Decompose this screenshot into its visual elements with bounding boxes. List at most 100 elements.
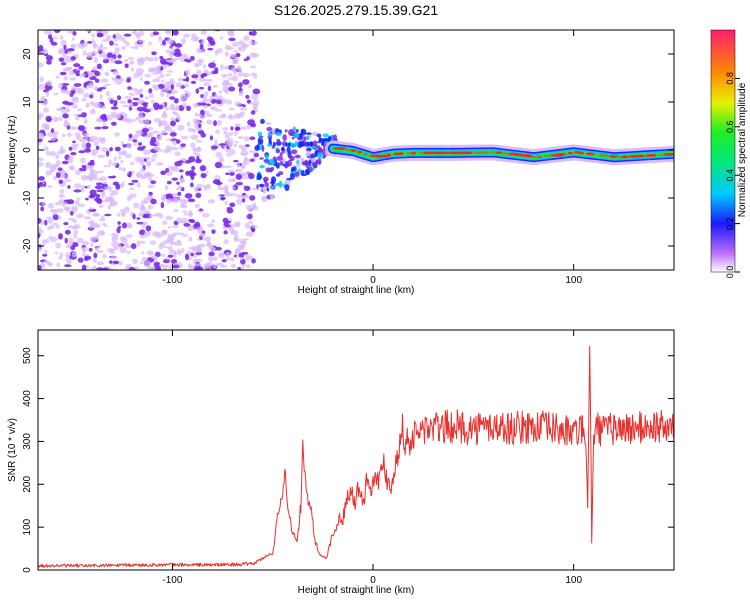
noise-speckle [82, 133, 90, 137]
transition-speckle [286, 145, 291, 153]
ridge-core-segment [477, 151, 488, 154]
noise-speckle [239, 256, 244, 261]
noise-speckle [147, 56, 154, 62]
noise-speckle [153, 84, 160, 91]
noise-speckle [209, 135, 213, 141]
noise-speckle [113, 42, 119, 47]
noise-speckle [236, 126, 241, 130]
noise-speckle [128, 133, 133, 139]
noise-speckle [136, 172, 143, 178]
ridge-core-segment [495, 151, 503, 155]
noise-speckle [162, 63, 170, 67]
noise-speckle [111, 236, 116, 242]
noise-speckle [245, 94, 250, 99]
noise-speckle [73, 113, 80, 117]
noise-speckle [129, 187, 135, 191]
noise-speckle [181, 135, 189, 140]
noise-speckle [69, 166, 74, 170]
noise-speckle [174, 43, 183, 48]
snr-y-ticks: 0 100 200 300 400 500 [22, 347, 674, 573]
noise-speckle [249, 136, 256, 141]
noise-speckle [248, 220, 254, 225]
noise-speckle [223, 130, 229, 135]
noise-speckle [207, 47, 214, 51]
noise-speckle [95, 193, 101, 198]
noise-speckle [92, 40, 97, 47]
noise-speckle [165, 138, 173, 141]
noise-speckle [53, 92, 59, 96]
noise-speckle [221, 259, 227, 263]
noise-speckle [156, 65, 161, 70]
noise-speckle [126, 77, 131, 83]
noise-speckle [228, 107, 235, 111]
transition-speckle [280, 147, 285, 151]
transition-speckle [259, 164, 265, 169]
noise-speckle [93, 213, 101, 217]
noise-speckle [100, 114, 107, 121]
noise-speckle [80, 187, 85, 193]
noise-speckle [52, 133, 58, 140]
noise-speckle [150, 99, 155, 104]
noise-speckle [75, 68, 80, 72]
transition-speckle [268, 137, 272, 145]
noise-speckle [119, 246, 127, 254]
noise-speckle [161, 129, 167, 135]
noise-speckle [101, 39, 109, 43]
ridge-core-segment [633, 154, 645, 158]
noise-speckle [134, 89, 142, 96]
noise-speckle [72, 140, 76, 144]
noise-speckle [56, 208, 64, 213]
noise-speckle [118, 167, 123, 171]
noise-speckle [63, 222, 69, 226]
noise-speckle [174, 240, 183, 247]
noise-speckle [166, 92, 170, 99]
noise-speckle [250, 65, 257, 69]
noise-speckle [166, 70, 174, 73]
noise-speckle [70, 245, 76, 251]
noise-speckle [98, 87, 107, 90]
noise-speckle [217, 179, 221, 186]
noise-speckle [208, 251, 215, 257]
noise-speckle [75, 53, 79, 60]
noise-speckle [194, 247, 203, 253]
noise-speckle [219, 194, 225, 197]
noise-speckle [179, 179, 185, 183]
noise-speckle [77, 257, 84, 263]
noise-speckle [154, 251, 161, 258]
noise-speckle [41, 239, 47, 246]
noise-speckle [53, 30, 61, 34]
noise-speckle [77, 125, 85, 132]
noise-speckle [235, 249, 239, 257]
noise-speckle [229, 172, 235, 176]
noise-speckle [222, 217, 229, 224]
noise-speckle [200, 102, 207, 106]
noise-speckle [249, 101, 255, 105]
transition-speckle [300, 170, 305, 175]
noise-speckle [187, 127, 195, 133]
noise-speckle [99, 42, 104, 48]
noise-speckle [88, 175, 94, 182]
noise-speckle [47, 203, 55, 209]
noise-speckle [44, 219, 48, 226]
noise-speckle [79, 73, 86, 78]
noise-speckle [144, 230, 151, 237]
noise-speckle [175, 104, 180, 111]
noise-speckle [162, 85, 171, 92]
noise-speckle [222, 85, 228, 92]
noise-speckle [180, 93, 188, 101]
noise-speckle [227, 115, 236, 120]
noise-speckle [119, 111, 125, 115]
noise-speckle [85, 197, 89, 201]
ridge-core-segment [567, 151, 574, 155]
noise-speckle [242, 72, 250, 78]
noise-speckle [240, 195, 247, 200]
noise-speckle [64, 66, 72, 72]
noise-speckle [212, 264, 217, 269]
noise-speckle [180, 143, 186, 147]
noise-speckle [240, 126, 247, 130]
noise-speckle [152, 31, 160, 36]
noise-speckle [234, 129, 238, 137]
noise-speckle [206, 119, 213, 125]
transition-speckle [286, 159, 293, 167]
noise-speckle [188, 246, 193, 250]
